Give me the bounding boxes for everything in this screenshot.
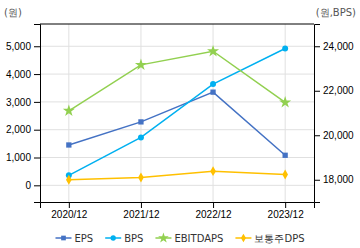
y2-tick-mark (314, 46, 320, 47)
y-tick-mark (34, 130, 40, 131)
legend-label: EPS (74, 233, 93, 244)
x-axis: 2020/12 2021/12 2022/12 2023/12 (41, 202, 315, 220)
x-tick-label: 2021/12 (123, 209, 160, 220)
grid-line (40, 157, 314, 158)
x-tick-label: 2023/12 (268, 209, 305, 220)
point (63, 104, 75, 115)
y-tick-mark (34, 102, 40, 103)
x-tick-label: 2020/12 (51, 209, 88, 220)
y2-tick-mark (314, 180, 320, 181)
chart: 2020/12 2021/12 2022/12 2023/12 0 1,000 2,000 3… (0, 0, 360, 248)
y2-tick-label: 22,000 (323, 85, 354, 96)
y2-tick-label: 18,000 (323, 174, 354, 185)
legend-item: EBITDAPS (155, 232, 223, 243)
y2-tick-mark (314, 135, 320, 136)
grid-line (40, 185, 314, 186)
y-tick-label: 3,000 (6, 97, 31, 108)
point (66, 142, 71, 147)
y-tick: 4,000 (6, 69, 40, 80)
x-tick-mark (213, 202, 214, 208)
legend-marker (158, 232, 169, 242)
series-line (69, 51, 285, 111)
series-line (69, 48, 285, 175)
y-tick-mark (34, 74, 40, 75)
x-tick: 2020/12 (51, 202, 88, 220)
x-tick: 2023/12 (268, 202, 305, 220)
x-tick-mark (141, 202, 142, 208)
y-tick-mark (34, 46, 40, 47)
axis-line (34, 25, 41, 203)
marks (63, 45, 291, 185)
y-tick-label: 5,000 (6, 41, 31, 52)
point (210, 81, 216, 87)
point (138, 119, 143, 124)
y2-axis-label: (원,BPS) (316, 7, 356, 18)
y2-tick: 22,000 (314, 85, 354, 96)
legend-item: EPS (55, 233, 93, 244)
y2-tick-label: 20,000 (323, 130, 354, 141)
x-tick: 2022/12 (195, 202, 232, 220)
y2-tick-mark (314, 91, 320, 92)
axis-line (315, 25, 321, 203)
axis-line (41, 203, 315, 209)
grid-line (40, 74, 314, 75)
x-tick-mark (69, 202, 70, 208)
point (282, 45, 288, 51)
y-tick-label: 4,000 (6, 69, 31, 80)
y-axis: 0 1,000 2,000 3,000 4,000 5,000 (6, 25, 41, 203)
point (210, 89, 215, 94)
y-tick: 3,000 (6, 97, 40, 108)
x-tick-label: 2022/12 (195, 209, 232, 220)
point (282, 170, 288, 180)
series-line (69, 171, 285, 180)
y-tick-mark (34, 158, 40, 159)
series-line (69, 92, 285, 155)
grid-line (40, 129, 314, 130)
y-tick: 2,000 (6, 124, 40, 135)
legend-label: BPS (124, 233, 143, 244)
legend-marker (241, 234, 246, 243)
y2-tick-label: 24,000 (323, 41, 354, 52)
legend-marker (61, 236, 66, 241)
legend-marker (111, 235, 116, 240)
y-tick-label: 2,000 (6, 124, 31, 135)
point (66, 175, 72, 185)
legend-label: EBITDAPS (174, 233, 223, 244)
plot: 2020/12 2021/12 2022/12 2023/12 0 1,000 2,000 3… (6, 24, 354, 220)
point (207, 45, 219, 56)
point (138, 173, 144, 183)
legend-item: BPS (105, 233, 143, 244)
point (135, 59, 147, 70)
x-tick: 2021/12 (123, 202, 160, 220)
y-tick: 1,000 (6, 152, 40, 163)
y2-axis: 18,000 20,000 22,000 24,000 (314, 25, 354, 203)
legend: EPS BPS EBITDAPS 보통주DPS (55, 232, 304, 243)
point (210, 166, 216, 176)
legend-label: 보통주DPS (254, 233, 304, 244)
y2-tick: 20,000 (314, 130, 354, 141)
y-tick: 5,000 (6, 41, 40, 52)
y-tick: 0 (25, 180, 40, 191)
y-tick-label: 1,000 (6, 152, 31, 163)
y-tick-mark (34, 185, 40, 186)
point (279, 96, 291, 107)
y-axis-label: (원) (4, 7, 22, 18)
y-tick-label: 0 (25, 180, 31, 191)
y2-tick: 24,000 (314, 41, 354, 52)
point (138, 134, 144, 140)
x-tick-mark (285, 202, 286, 208)
y2-tick: 18,000 (314, 174, 354, 185)
grid (40, 24, 314, 202)
frame-line (40, 24, 314, 25)
grid-line (40, 46, 314, 47)
legend-item: 보통주DPS (235, 233, 304, 244)
point (283, 153, 288, 158)
